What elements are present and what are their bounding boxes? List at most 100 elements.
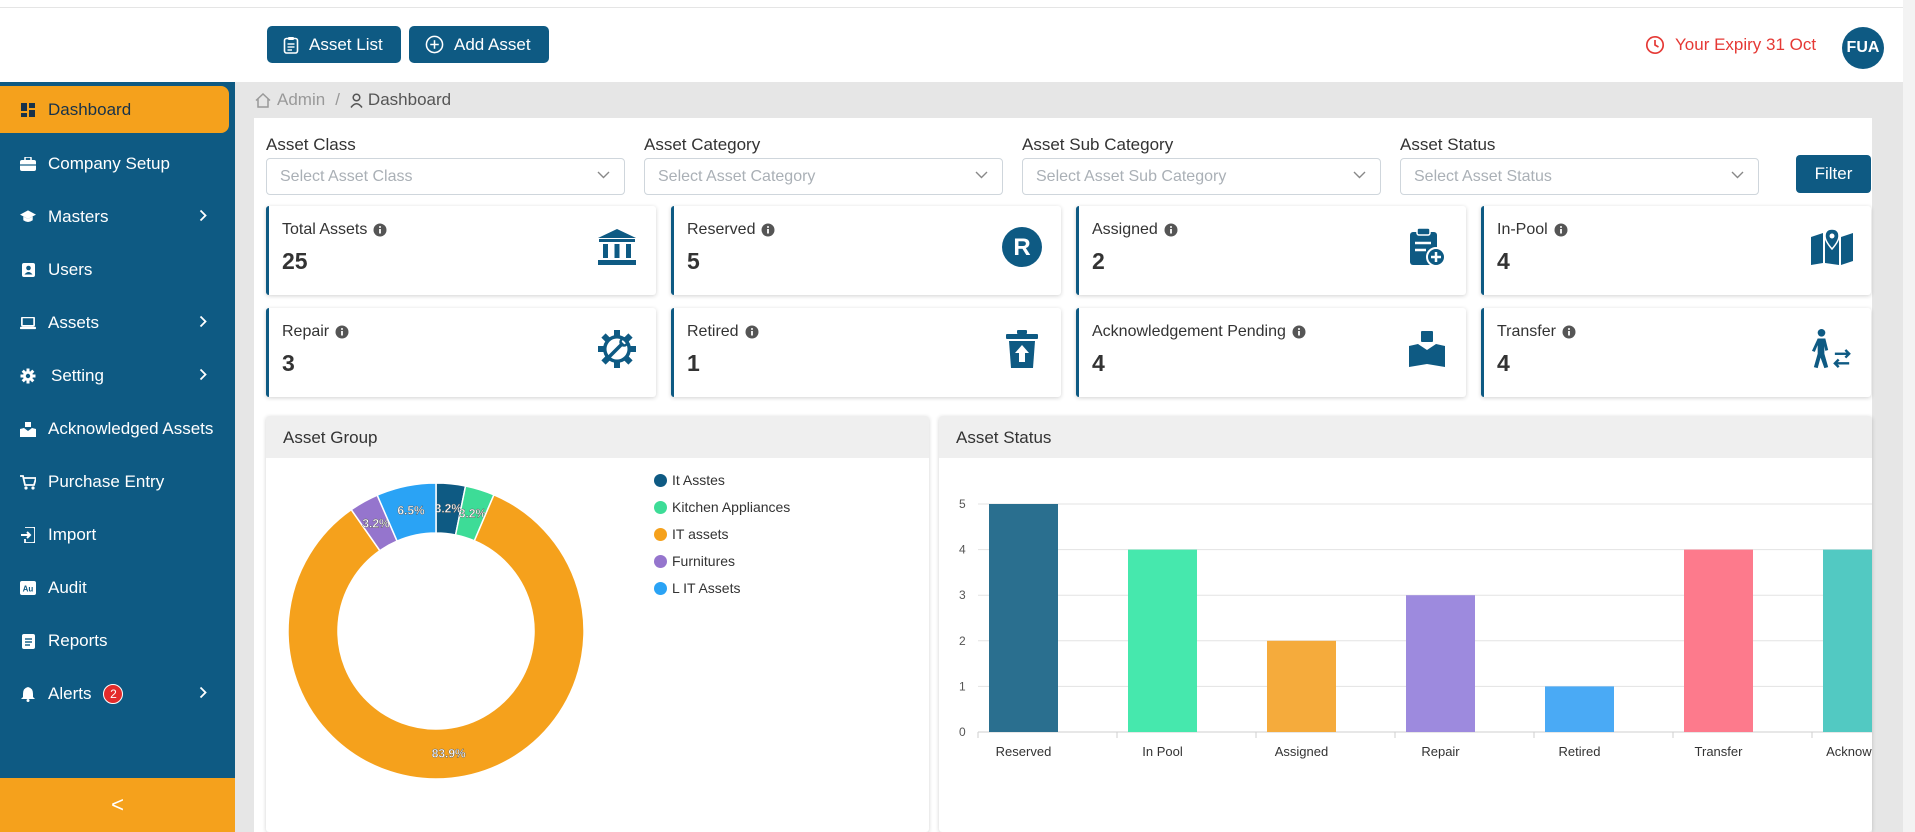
filter-button[interactable]: Filter — [1796, 155, 1871, 193]
legend-color-swatch — [654, 473, 667, 487]
plus-circle-icon — [425, 35, 444, 54]
legend-item[interactable]: Furnitures — [654, 553, 735, 569]
legend-item[interactable]: L IT Assets — [654, 580, 740, 596]
card-value: 1 — [687, 350, 700, 376]
breadcrumb-root[interactable]: Admin — [277, 90, 326, 109]
legend-label: It Asstes — [672, 472, 725, 488]
expiry-text: Your Expiry 31 Oct — [1675, 35, 1817, 54]
card-value: 2 — [1092, 248, 1105, 274]
breadcrumb-separator: / — [335, 90, 340, 109]
card-value: 4 — [1497, 248, 1510, 274]
sidebar-item-alerts[interactable]: Alerts 2 — [0, 669, 235, 719]
hand-box-icon — [20, 421, 36, 437]
x-tick-label: Retired — [1559, 744, 1601, 759]
card-in-pool[interactable]: In-Pool 4 — [1481, 206, 1871, 295]
sidebar-item-reports[interactable]: Reports — [0, 616, 235, 666]
donut-slice-label: 6.5% — [397, 504, 425, 518]
avatar[interactable]: FUA — [1842, 27, 1884, 69]
sidebar-item-assets[interactable]: Assets — [0, 298, 235, 348]
y-tick-label: 3 — [959, 588, 966, 602]
hand-box-icon — [1406, 328, 1448, 370]
x-tick-label: Reserved — [996, 744, 1052, 759]
bar[interactable] — [1128, 549, 1197, 732]
x-tick-label: In Pool — [1142, 744, 1183, 759]
card-title: Total Assets — [282, 221, 368, 238]
bar[interactable] — [1267, 640, 1336, 732]
expiry-notice: Your Expiry 31 Oct — [1645, 35, 1816, 55]
card-reserved[interactable]: Reserved 5 R — [671, 206, 1061, 295]
sidebar-item-import[interactable]: Import — [0, 510, 235, 560]
sidebar-item-label: Import — [48, 525, 97, 544]
bar[interactable] — [989, 504, 1058, 732]
info-icon — [1562, 325, 1576, 339]
sidebar-item-audit[interactable]: Au Audit — [0, 563, 235, 613]
legend-item[interactable]: Kitchen Appliances — [654, 499, 790, 515]
main-content: Admin / Dashboard Asset Class Select Ass… — [235, 82, 1903, 832]
x-tick-label: Transfer — [1695, 744, 1744, 759]
sidebar-item-label: Purchase Entry — [48, 472, 165, 491]
sidebar-item-acknowledged-assets[interactable]: Acknowledged Assets — [0, 404, 235, 454]
asset-sub-category-select[interactable]: Select Asset Sub Category — [1022, 158, 1381, 195]
asset-category-label: Asset Category — [644, 135, 761, 154]
sidebar-item-label: Alerts — [48, 684, 92, 703]
sidebar-item-label: Acknowledged Assets — [48, 419, 214, 438]
card-value: 4 — [1497, 350, 1510, 376]
bar[interactable] — [1545, 686, 1614, 732]
asset-status-select[interactable]: Select Asset Status — [1400, 158, 1759, 195]
person-transfer-icon — [1811, 328, 1853, 370]
asset-category-select[interactable]: Select Asset Category — [644, 158, 1003, 195]
card-title: Assigned — [1092, 221, 1158, 238]
donut-slice[interactable] — [287, 493, 585, 780]
card-total-assets[interactable]: Total Assets 25 — [266, 206, 656, 295]
info-icon — [1554, 223, 1568, 237]
chevron-down-icon — [1731, 171, 1744, 179]
info-icon — [1164, 223, 1178, 237]
card-retired[interactable]: Retired 1 — [671, 308, 1061, 397]
asset-list-button[interactable]: Asset List — [267, 26, 401, 63]
sidebar-item-masters[interactable]: Masters — [0, 192, 235, 242]
x-tick-label: Repair — [1421, 744, 1460, 759]
card-acknowledgement-pending[interactable]: Acknowledgement Pending 4 — [1076, 308, 1466, 397]
card-repair[interactable]: Repair 3 — [266, 308, 656, 397]
add-asset-label: Add Asset — [454, 34, 531, 54]
chevron-down-icon — [1353, 171, 1366, 179]
y-tick-label: 1 — [959, 679, 966, 693]
legend-label: IT assets — [672, 526, 729, 542]
clock-icon — [1645, 35, 1665, 55]
card-assigned[interactable]: Assigned 2 — [1076, 206, 1466, 295]
card-transfer[interactable]: Transfer 4 — [1481, 308, 1871, 397]
asset-status-bar-chart: 0 1 2 3 4 5 Reserved In Pool Assigned Repair Retir… — [959, 497, 1872, 759]
sidebar-item-purchase-entry[interactable]: Purchase Entry — [0, 457, 235, 507]
x-tick-label: Acknowled — [1826, 744, 1872, 759]
card-title: Reserved — [687, 221, 756, 238]
user-card-icon — [20, 262, 36, 278]
sidebar-item-users[interactable]: Users — [0, 245, 235, 295]
legend-item[interactable]: It Asstes — [654, 472, 725, 488]
bank-icon — [596, 226, 638, 268]
sidebar-item-setting[interactable]: Setting — [0, 351, 235, 401]
legend-color-swatch — [654, 581, 667, 595]
sidebar-item-label: Setting — [51, 366, 104, 385]
x-tick-label: Assigned — [1275, 744, 1328, 759]
legend-label: Furnitures — [672, 553, 736, 569]
sidebar-collapse-button[interactable]: < — [0, 778, 235, 832]
donut-slice[interactable] — [376, 482, 437, 543]
trash-upload-icon — [1001, 328, 1043, 370]
sidebar-item-company-setup[interactable]: Company Setup — [0, 139, 235, 189]
bar[interactable] — [1684, 549, 1753, 732]
sidebar-item-dashboard[interactable]: Dashboard — [0, 86, 229, 133]
sidebar-item-label: Dashboard — [48, 99, 132, 119]
chevron-down-icon — [975, 171, 988, 179]
asset-class-select[interactable]: Select Asset Class — [266, 158, 625, 195]
page-scrollbar[interactable] — [1903, 0, 1915, 832]
asset-group-donut-chart: 3.2%3.2%83.9%3.2%6.5% — [287, 482, 585, 780]
donut-slice-label: 83.9% — [432, 746, 466, 760]
laptop-icon — [20, 315, 36, 331]
cart-icon — [20, 474, 36, 490]
y-tick-label: 0 — [959, 725, 966, 739]
asset-group-chart-card: Asset Group 3.2% 3.2% 83.9% 3.2% 6.5% It Ass… — [266, 416, 929, 832]
legend-item[interactable]: IT assets — [654, 526, 729, 542]
bar[interactable] — [1823, 549, 1872, 732]
bar[interactable] — [1406, 595, 1475, 732]
add-asset-button[interactable]: Add Asset — [409, 26, 549, 63]
